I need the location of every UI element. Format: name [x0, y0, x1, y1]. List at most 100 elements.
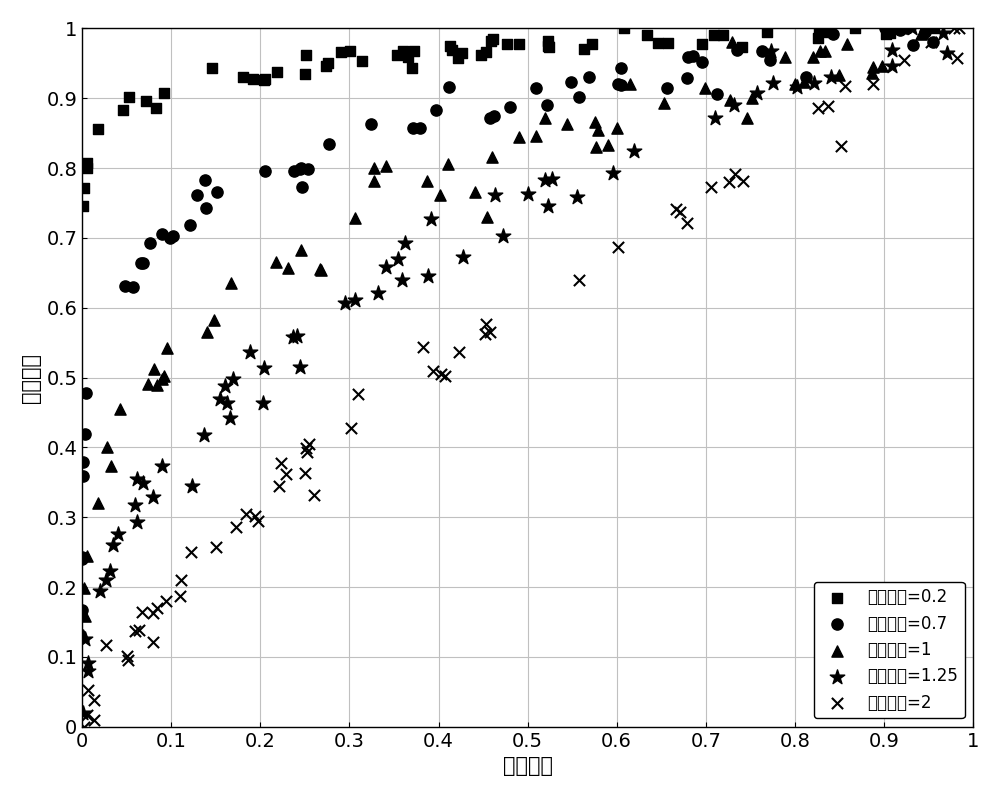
不确定度=1.25 [80, 656, 96, 669]
不确定度=0.7 [125, 281, 141, 293]
不确定度=0.7 [709, 87, 725, 100]
不确定度=0.7 [405, 121, 421, 134]
不确定度=0.7 [162, 231, 178, 244]
不确定度=2 [343, 422, 359, 434]
不确定度=2 [297, 467, 313, 480]
不确定度=1 [313, 264, 329, 277]
不确定度=1 [366, 175, 382, 187]
不确定度=0.7 [877, 22, 893, 35]
不确定度=1.25 [378, 261, 394, 274]
不确定度=0.7 [412, 122, 428, 135]
不确定度=1 [293, 244, 309, 257]
不确定度=2 [477, 328, 493, 340]
不确定度=1 [223, 277, 239, 289]
不确定度=1 [76, 582, 92, 595]
不确定度=1 [622, 77, 638, 90]
不确定度=0.2 [847, 22, 863, 35]
不确定度=0.7 [905, 38, 921, 51]
不确定度=0.7 [917, 26, 933, 38]
X-axis label: 虚警概率: 虚警概率 [503, 756, 553, 776]
不确定度=2 [837, 79, 853, 92]
不确定度=0.2 [450, 52, 466, 65]
不确定度=2 [119, 650, 135, 662]
不确定度=1.25 [520, 188, 536, 201]
不确定度=1 [609, 121, 625, 134]
不确定度=1.25 [397, 237, 413, 249]
不确定度=1.25 [135, 477, 151, 489]
不确定度=1 [90, 497, 106, 509]
不确定度=1.25 [102, 565, 118, 578]
不确定度=0.2 [576, 42, 592, 55]
不确定度=1 [484, 151, 500, 163]
不确定度=1 [366, 162, 382, 175]
不确定度=1.25 [487, 189, 503, 202]
不确定度=0.7 [729, 44, 745, 57]
不确定度=2 [228, 520, 244, 533]
不确定度=1.25 [154, 460, 170, 473]
不确定度=2 [98, 638, 114, 651]
不确定度=0.2 [540, 40, 556, 53]
不确定度=0.2 [734, 41, 750, 53]
不确定度=2 [951, 22, 967, 35]
不确定度=1.25 [823, 71, 839, 84]
不确定度=1 [777, 50, 793, 63]
不确定度=1.25 [285, 331, 301, 344]
不确定度=0.2 [138, 94, 154, 107]
不确定度=2 [80, 683, 96, 696]
不确定度=2 [273, 457, 289, 469]
不确定度=0.7 [133, 256, 149, 269]
不确定度=0.7 [539, 99, 555, 112]
不确定度=2 [247, 510, 263, 523]
不确定度=2 [86, 714, 102, 727]
不确定度=1 [103, 459, 119, 472]
不确定度=0.2 [616, 22, 632, 35]
不确定度=2 [86, 693, 102, 706]
不确定度=1.25 [289, 329, 305, 342]
不确定度=0.7 [428, 104, 444, 116]
不确定度=2 [134, 606, 150, 618]
不确定度=2 [949, 52, 965, 65]
Legend: 不确定度=0.2, 不确定度=0.7, 不确定度=1, 不确定度=1.25, 不确定度=2: 不确定度=0.2, 不确定度=0.7, 不确定度=1, 不确定度=1.25, 不… [814, 582, 965, 718]
不确定度=1.25 [80, 665, 96, 677]
不确定度=1.25 [92, 585, 108, 598]
不确定度=1 [154, 372, 170, 385]
不确定度=1.25 [77, 633, 93, 646]
不确定度=1.25 [537, 174, 553, 186]
不确定度=0.7 [679, 72, 695, 84]
不确定度=2 [668, 202, 684, 215]
不确定度=1 [600, 139, 616, 151]
不确定度=1.25 [707, 112, 723, 124]
不确定度=1 [787, 77, 803, 90]
不确定度=0.7 [798, 70, 814, 83]
不确定度=1 [913, 28, 929, 41]
不确定度=0.2 [511, 37, 527, 50]
不确定度=0.7 [762, 53, 778, 66]
不确定度=2 [478, 318, 494, 331]
不确定度=0.7 [502, 101, 518, 114]
不确定度=2 [923, 36, 939, 49]
不确定度=0.7 [610, 77, 626, 90]
不确定度=0.7 [294, 181, 310, 194]
不确定度=1 [479, 210, 495, 223]
不确定度=1 [75, 629, 91, 642]
不确定度=1.25 [370, 286, 386, 299]
不确定度=1 [839, 38, 855, 51]
不确定度=0.7 [75, 456, 91, 469]
不确定度=2 [208, 540, 224, 553]
不确定度=0.2 [204, 62, 220, 75]
不确定度=0.7 [613, 79, 629, 92]
不确定度=1.25 [626, 145, 642, 158]
不确定度=1.25 [605, 167, 621, 179]
不确定度=0.7 [142, 236, 158, 249]
不确定度=1 [440, 158, 456, 171]
不确定度=1.25 [347, 294, 363, 307]
不确定度=0.7 [165, 230, 181, 242]
不确定度=2 [183, 546, 199, 559]
不确定度=1.25 [884, 60, 900, 73]
不确定度=2 [896, 54, 912, 67]
不确定度=1.25 [935, 26, 951, 39]
不确定度=1 [140, 377, 156, 390]
不确定度=0.2 [235, 71, 251, 84]
不确定度=1 [559, 118, 575, 131]
不确定度=1 [112, 402, 128, 415]
